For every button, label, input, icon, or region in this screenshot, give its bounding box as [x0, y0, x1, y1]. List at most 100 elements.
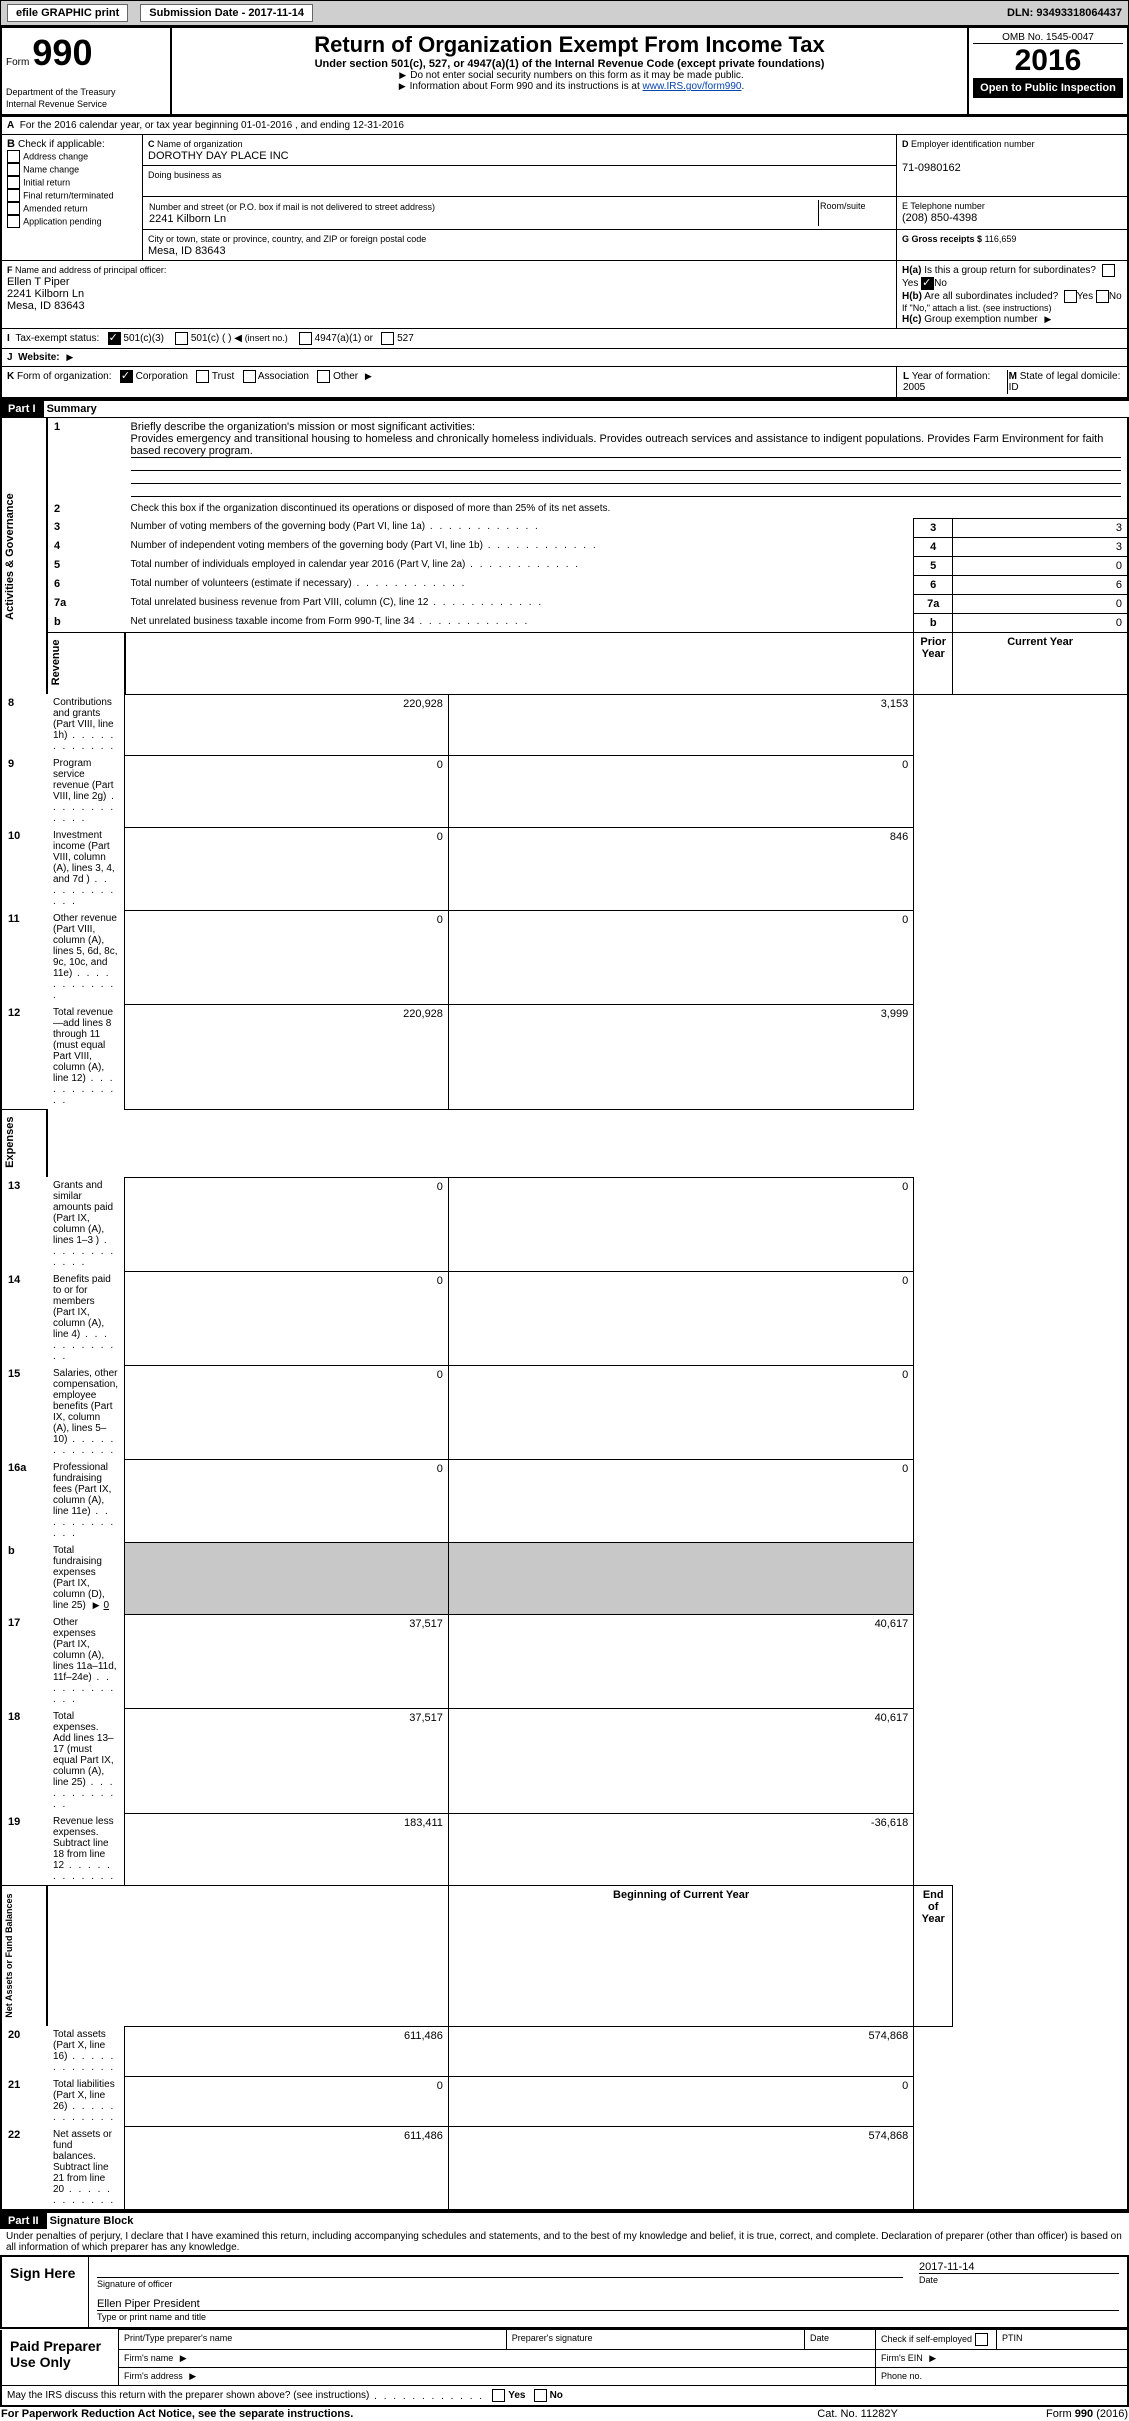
checkbox-501c[interactable]	[175, 332, 188, 345]
k-opt-0: Corporation	[136, 371, 188, 382]
checkbox-corporation[interactable]	[120, 370, 133, 383]
checkbox-hb-yes[interactable]	[1064, 290, 1077, 303]
sig-date: 2017-11-14	[919, 2261, 1119, 2274]
current-year-header: Current Year	[953, 632, 1128, 694]
ein-value: 71-0980162	[902, 162, 961, 174]
checkbox-initial-return[interactable]	[7, 176, 20, 189]
i-opt3: 4947(a)(1) or	[315, 333, 373, 344]
l-label: Year of formation:	[912, 371, 991, 382]
checkbox-ha-yes[interactable]	[1102, 264, 1115, 277]
room-label: Room/suite	[819, 200, 892, 226]
checkbox-discuss-no[interactable]	[534, 2389, 547, 2402]
m-label: State of legal domicile:	[1020, 371, 1121, 382]
checkbox-4947[interactable]	[299, 332, 312, 345]
checkbox-hb-no[interactable]	[1096, 290, 1109, 303]
b-opt-0: Address change	[23, 151, 88, 161]
org-name: DOROTHY DAY PLACE INC	[148, 150, 289, 162]
b-opt-5: Application pending	[23, 216, 102, 226]
tax-year: 2016	[973, 44, 1123, 78]
k-opt-1: Trust	[212, 371, 234, 382]
top-toolbar: efile GRAPHIC print Submission Date - 20…	[0, 0, 1129, 26]
dept1: Department of the Treasury	[6, 87, 116, 97]
form-footer: Form 990 (2016)	[1046, 2408, 1128, 2420]
side-revenue: Revenue	[47, 632, 125, 694]
open-public-box: Open to Public Inspection	[973, 78, 1123, 98]
side-expenses: Expenses	[1, 1109, 47, 1177]
checkbox-association[interactable]	[243, 370, 256, 383]
k-label: Form of organization:	[17, 371, 112, 382]
penalties-text: Under penalties of perjury, I declare th…	[0, 2229, 1129, 2255]
sign-here-label: Sign Here	[1, 2256, 89, 2328]
checkbox-final-return[interactable]	[7, 189, 20, 202]
checkbox-501c3[interactable]	[108, 332, 121, 345]
officer-name: Ellen T Piper	[7, 276, 70, 288]
catno-text: Cat. No. 11282Y	[768, 2407, 947, 2421]
form-word: Form	[6, 57, 29, 68]
note2a: Information about Form 990 and its instr…	[410, 81, 643, 92]
k-opt-3: Other	[333, 371, 358, 382]
checkbox-self-employed[interactable]	[975, 2333, 988, 2346]
street-label: Number and street (or P.O. box if mail i…	[149, 202, 435, 212]
part1-heading: Summary	[47, 403, 97, 415]
efile-button[interactable]: efile GRAPHIC print	[7, 4, 128, 22]
i-opt1: 501(c)(3)	[123, 333, 164, 344]
gross-receipts: 116,659	[985, 234, 1017, 244]
i-opt4: 527	[397, 333, 414, 344]
pp-sig-label: Preparer's signature	[506, 2330, 804, 2350]
omb-label: OMB No. 1545-0047	[973, 32, 1123, 44]
pp-date-label: Date	[805, 2330, 876, 2350]
b-opt-4: Amended return	[23, 203, 88, 213]
form-title: Return of Organization Exempt From Incom…	[176, 32, 963, 58]
checkbox-ha-no[interactable]	[921, 277, 934, 290]
paperwork-text: For Paperwork Reduction Act Notice, see …	[1, 2408, 353, 2420]
checkbox-amended-return[interactable]	[7, 202, 20, 215]
mission-text: Provides emergency and transitional hous…	[131, 433, 1121, 458]
ha-text: Is this a group return for subordinates?	[924, 265, 1096, 276]
phone-value: (208) 850-4398	[902, 212, 977, 224]
part2-heading: Signature Block	[50, 2215, 134, 2227]
checkbox-address-change[interactable]	[7, 150, 20, 163]
ptin-label: PTIN	[997, 2330, 1129, 2350]
i-opt2: 501(c) ( )	[191, 333, 232, 344]
checkbox-discuss-yes[interactable]	[492, 2389, 505, 2402]
paid-preparer-table: Paid Preparer Use Only Print/Type prepar…	[0, 2329, 1129, 2407]
side-governance: Activities & Governance	[1, 418, 47, 695]
discuss-text: May the IRS discuss this return with the…	[7, 2391, 484, 2402]
dba-label: Doing business as	[148, 170, 222, 180]
form-subtitle: Under section 501(c), 527, or 4947(a)(1)…	[176, 58, 963, 70]
b-opt-2: Initial return	[23, 177, 70, 187]
hb-text: Are all subordinates included?	[924, 291, 1058, 302]
j-label: Website:	[18, 352, 60, 363]
checkbox-application-pending[interactable]	[7, 215, 20, 228]
g-label: G Gross receipts $	[902, 234, 982, 244]
name-title-label: Type or print name and title	[97, 2312, 206, 2322]
signature-table: Sign Here Signature of officer 2017-11-1…	[0, 2255, 1129, 2329]
checkbox-527[interactable]	[381, 332, 394, 345]
part1-table: Activities & Governance 1 Briefly descri…	[0, 417, 1129, 2211]
checkbox-other[interactable]	[317, 370, 330, 383]
checkbox-name-change[interactable]	[7, 163, 20, 176]
checkbox-trust[interactable]	[196, 370, 209, 383]
m-value: ID	[1009, 382, 1019, 393]
part1-badge: Part I	[0, 401, 44, 417]
c-name-label: Name of organization	[157, 139, 243, 149]
form-header-table: Form 990 Department of the Treasury Inte…	[0, 26, 1129, 116]
phone-label: Phone no.	[876, 2368, 1129, 2386]
entity-table: A For the 2016 calendar year, or tax yea…	[0, 116, 1129, 399]
l-value: 2005	[903, 382, 925, 393]
i-insert: (insert no.)	[245, 333, 288, 343]
officer-addr2: Mesa, ID 83643	[7, 300, 85, 312]
e-label: E Telephone number	[902, 201, 985, 211]
pp-name-label: Print/Type preparer's name	[119, 2330, 507, 2350]
hc-text: Group exemption number	[924, 314, 1037, 325]
pp-check-label: Check if self-employed	[881, 2334, 972, 2344]
side-netassets: Net Assets or Fund Balances	[1, 1886, 47, 2027]
dln-label: DLN: 93493318064437	[1007, 7, 1122, 19]
i-label: Tax-exempt status:	[15, 333, 99, 344]
end-year-header: End of Year	[914, 1886, 953, 2027]
irs-link[interactable]: www.IRS.gov/form990	[643, 81, 742, 92]
b-opt-1: Name change	[23, 164, 79, 174]
firm-ein-label: Firm's EIN	[881, 2353, 923, 2363]
officer-name-title: Ellen Piper President	[97, 2298, 1119, 2311]
q1-label: Briefly describe the organization's miss…	[131, 421, 475, 433]
